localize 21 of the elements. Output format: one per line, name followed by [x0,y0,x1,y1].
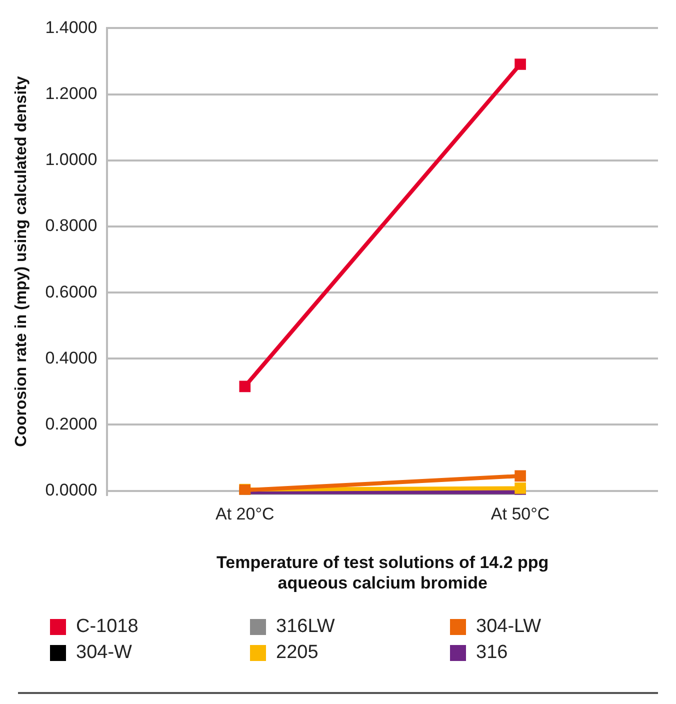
legend-label: C-1018 [76,616,138,638]
legend-label: 316 [476,642,508,664]
legend-label: 304-LW [476,616,542,638]
legend-label: 2205 [276,642,318,664]
y-axis-title: Coorosion rate in (mpy) using calculated density [13,76,30,447]
x-tick-label: At 20°C [216,504,274,524]
y-tick-label: 0.2000 [45,414,98,434]
y-tick-label: 0.4000 [45,348,98,368]
y-tick-label: 0.6000 [45,282,98,302]
x-tick-label: At 50°C [490,504,550,524]
legend-label: 316LW [276,616,335,638]
point [239,380,251,392]
point [514,58,526,70]
y-tick-label: 1.2000 [45,84,98,103]
x-axis-title: Temperature of test solutions of 14.2 ppg aqueous calcium bromide [216,553,549,592]
y-tick-label: 1.0000 [45,150,98,170]
y-tick-label: 1.4000 [45,18,98,37]
point [514,470,526,482]
legend-label: 304-W [76,642,132,664]
y-tick-label: 0.0000 [45,480,98,500]
y-tick-label: 0.8000 [45,216,98,236]
